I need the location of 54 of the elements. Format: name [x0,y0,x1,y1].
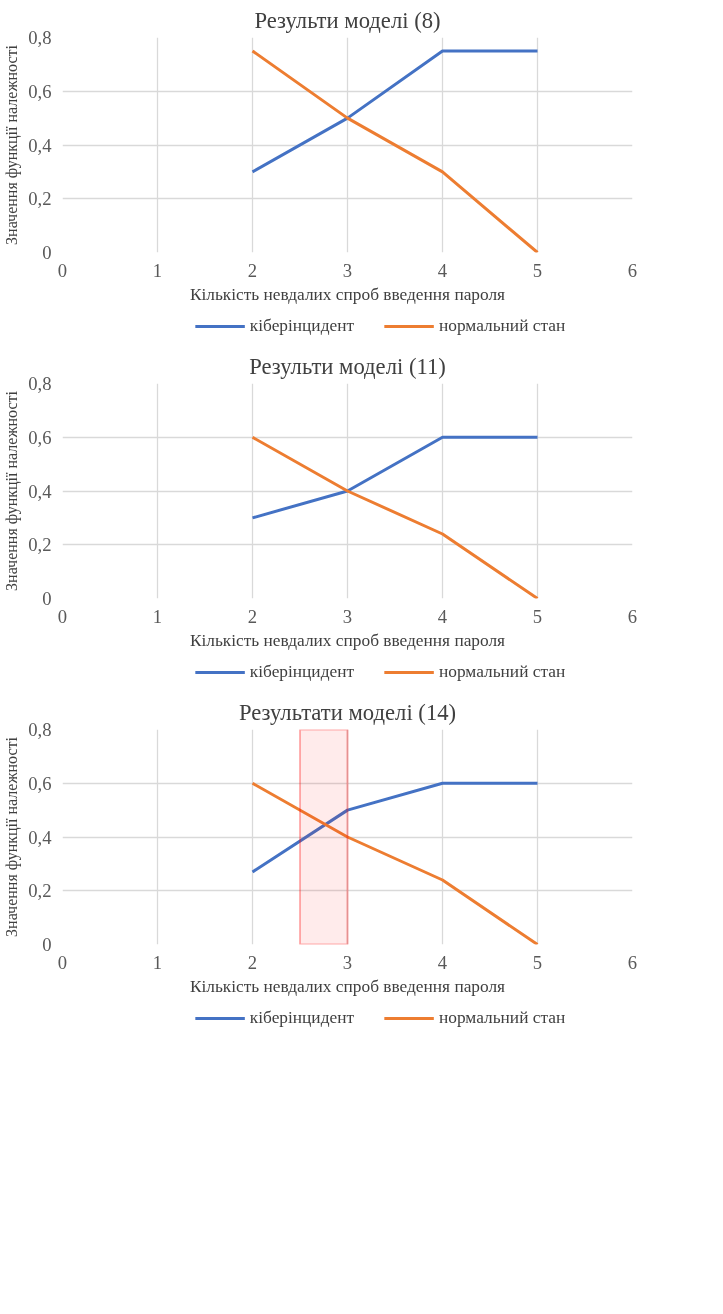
x-tick-label: 6 [627,951,638,973]
y-axis-title: Значення функції належності [3,736,22,937]
x-tick-label: 1 [152,259,163,281]
line-series [251,49,539,253]
legend-label: кіберінцидент [249,662,354,682]
x-tick-label: 0 [57,259,68,281]
y-tick-label: 0,6 [28,772,52,794]
y-tick-label: 0,2 [28,534,52,556]
y-tick-label: 0,8 [28,27,52,48]
y-tick-label: 0,4 [28,826,53,848]
y-tick-label: 0,8 [28,373,52,394]
x-tick-label: 5 [532,605,543,627]
chart-title: Результи моделі (11) [249,353,446,379]
x-tick-label: 3 [342,605,353,627]
y-tick-label: 0,4 [28,480,53,502]
x-tick-label: 0 [57,605,68,627]
x-axis-title: Кількість невдалих спроб введення пароля [189,976,506,996]
line-series [251,781,539,945]
x-tick-label: 6 [627,605,638,627]
x-tick-label: 1 [152,951,163,973]
x-tick-label: 4 [437,951,448,973]
x-tick-label: 2 [247,605,258,627]
chart-title: Результи моделі (8) [254,7,441,33]
y-tick-label: 0,2 [28,188,52,210]
y-tick-label: 0,8 [28,719,52,740]
x-tick-label: 2 [247,259,258,281]
x-tick-label: 5 [532,951,543,973]
y-tick-label: 0,4 [28,134,53,156]
legend-label: нормальний стан [439,1008,566,1028]
y-tick-label: 0,2 [28,880,52,902]
x-tick-label: 3 [342,951,353,973]
x-axis-title: Кількість невдалих спроб введення пароля [189,630,506,650]
y-tick-label: 0 [42,242,52,263]
legend-label: нормальний стан [439,662,566,682]
y-axis-title: Значення функції належності [3,44,22,245]
x-tick-label: 2 [247,951,258,973]
legend-label: нормальний стан [439,316,566,336]
x-tick-label: 4 [437,605,448,627]
x-tick-label: 4 [437,259,448,281]
y-axis-title: Значення функції належності [3,390,22,591]
x-tick-label: 5 [532,259,543,281]
x-tick-label: 0 [57,951,68,973]
y-tick-label: 0,6 [28,80,52,102]
x-axis-title: Кількість невдалих спроб введення пароля [189,284,506,304]
y-tick-label: 0 [42,934,52,955]
line-series [251,435,539,599]
legend-label: кіберінцидент [249,316,354,336]
chart-title: Результати моделі (14) [238,699,457,725]
x-tick-label: 6 [627,259,638,281]
x-tick-label: 1 [152,605,163,627]
legend-label: кіберінцидент [249,1008,354,1028]
y-tick-label: 0,6 [28,426,52,448]
x-tick-label: 3 [342,259,353,281]
y-tick-label: 0 [42,588,52,609]
